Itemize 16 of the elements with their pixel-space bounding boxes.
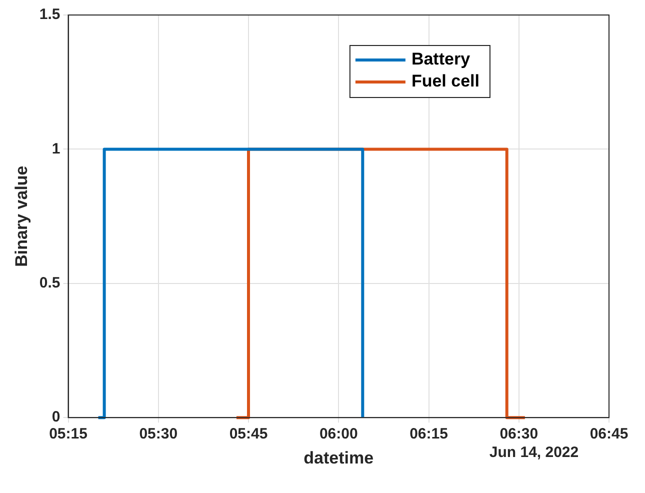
x-tick-label: 06:15 xyxy=(410,426,448,443)
y-tick-label: 1.5 xyxy=(39,6,60,24)
y-tick-label: 1 xyxy=(52,140,60,158)
y-tick-label: 0.5 xyxy=(39,274,60,292)
legend-label: Fuel cell xyxy=(411,72,480,91)
x-tick-label: 05:30 xyxy=(139,426,178,443)
x-tick-label: 05:15 xyxy=(49,426,88,443)
y-axis-title: Binary value xyxy=(12,166,31,267)
x-axis-title: datetime xyxy=(304,448,374,468)
legend-label: Battery xyxy=(411,50,471,69)
x-tick-label: 05:45 xyxy=(229,426,268,443)
text: Jun 14, 2022 xyxy=(489,444,579,462)
y-tick-label: 0 xyxy=(52,408,60,426)
x-tick-label: 06:00 xyxy=(319,426,358,443)
x-tick-label: 06:45 xyxy=(590,426,628,443)
x-tick-label: 06:30 xyxy=(500,426,538,443)
